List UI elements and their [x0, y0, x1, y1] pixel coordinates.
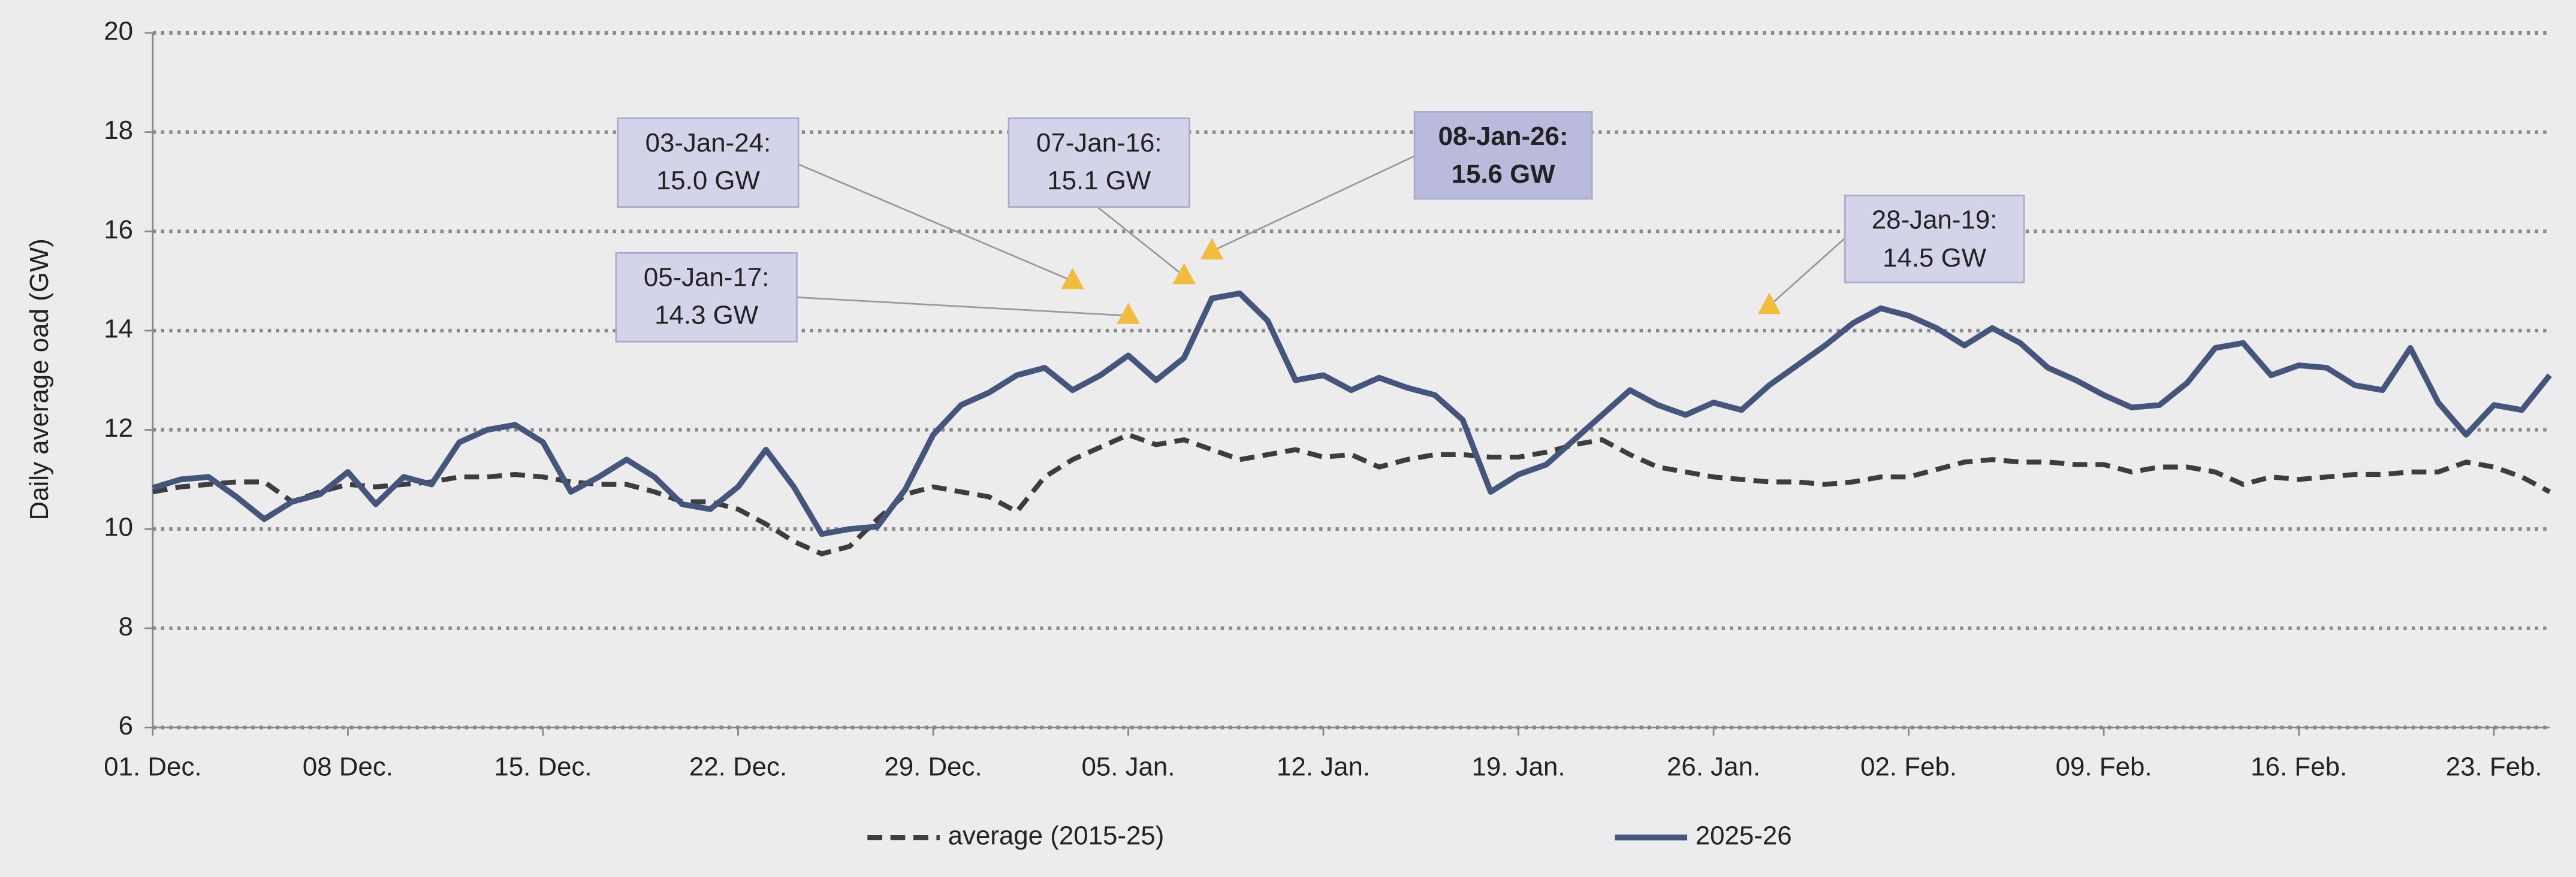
annotation-text: 05-Jan-17:	[644, 263, 770, 292]
annotation-leader	[1769, 237, 1846, 307]
annotation-box	[617, 117, 800, 208]
x-tick-label: 08 Dec.	[303, 752, 393, 782]
annotation-marker	[1061, 268, 1084, 289]
y-tick-label: 10	[104, 513, 133, 542]
x-tick-label: 29. Dec.	[884, 752, 982, 782]
annotation-leader	[1097, 206, 1185, 277]
x-tick-label: 22. Dec.	[689, 752, 787, 782]
annotation-marker	[1172, 262, 1196, 285]
annotation-text: 15.1 GW	[1047, 166, 1151, 195]
x-tick-label: 05. Jan.	[1082, 752, 1175, 782]
annotation-leader	[797, 296, 1129, 317]
x-tick-label: 23. Feb.	[2446, 752, 2542, 782]
annotation-text: 15.0 GW	[656, 166, 761, 195]
annotation-text: 14.5 GW	[1883, 243, 1987, 273]
annotation-text: 08-Jan-26:	[1438, 122, 1568, 151]
y-tick-label: 6	[119, 711, 133, 740]
annotation-text: 03-Jan-24:	[645, 128, 771, 158]
annotation-leader	[1211, 155, 1415, 252]
x-tick-label: 12. Jan.	[1277, 752, 1370, 782]
y-tick-label: 16	[104, 215, 133, 244]
annotation-box	[1844, 194, 2025, 283]
x-tick-label: 01. Dec.	[104, 752, 201, 782]
annotation-marker	[1757, 292, 1781, 314]
y-tick-label: 20	[104, 17, 133, 46]
annotation-text: 15.6 GW	[1452, 159, 1556, 189]
y-tick-label: 8	[119, 612, 133, 641]
annotation-marker	[1200, 238, 1224, 260]
y-tick-label: 18	[104, 116, 133, 145]
series-line	[152, 290, 2552, 537]
annotation-text: 28-Jan-19:	[1872, 205, 1998, 235]
annotation-text: 14.3 GW	[654, 301, 759, 330]
annotation-leader	[798, 163, 1073, 282]
annotation-box	[1008, 117, 1190, 208]
y-tick-label: 14	[104, 314, 133, 343]
x-tick-label: 02. Feb.	[1860, 752, 1957, 782]
annotation-marker	[1117, 303, 1140, 324]
x-tick-label: 26. Jan.	[1667, 752, 1760, 782]
x-tick-label: 09. Feb.	[2056, 752, 2152, 782]
x-tick-label: 16. Feb.	[2251, 752, 2347, 782]
y-axis-label: Daily average oad (GW)	[25, 238, 54, 520]
x-tick-label: 15. Dec.	[494, 752, 592, 782]
annotation-box	[1413, 111, 1593, 200]
legend-label: average (2015-25)	[948, 821, 1165, 851]
legend-label: 2025-26	[1696, 821, 1792, 851]
annotation-box	[615, 252, 798, 343]
y-tick-label: 12	[104, 413, 133, 443]
series-line	[152, 432, 2551, 557]
annotation-text: 07-Jan-16:	[1036, 128, 1162, 158]
x-tick-label: 19. Jan.	[1472, 752, 1565, 782]
